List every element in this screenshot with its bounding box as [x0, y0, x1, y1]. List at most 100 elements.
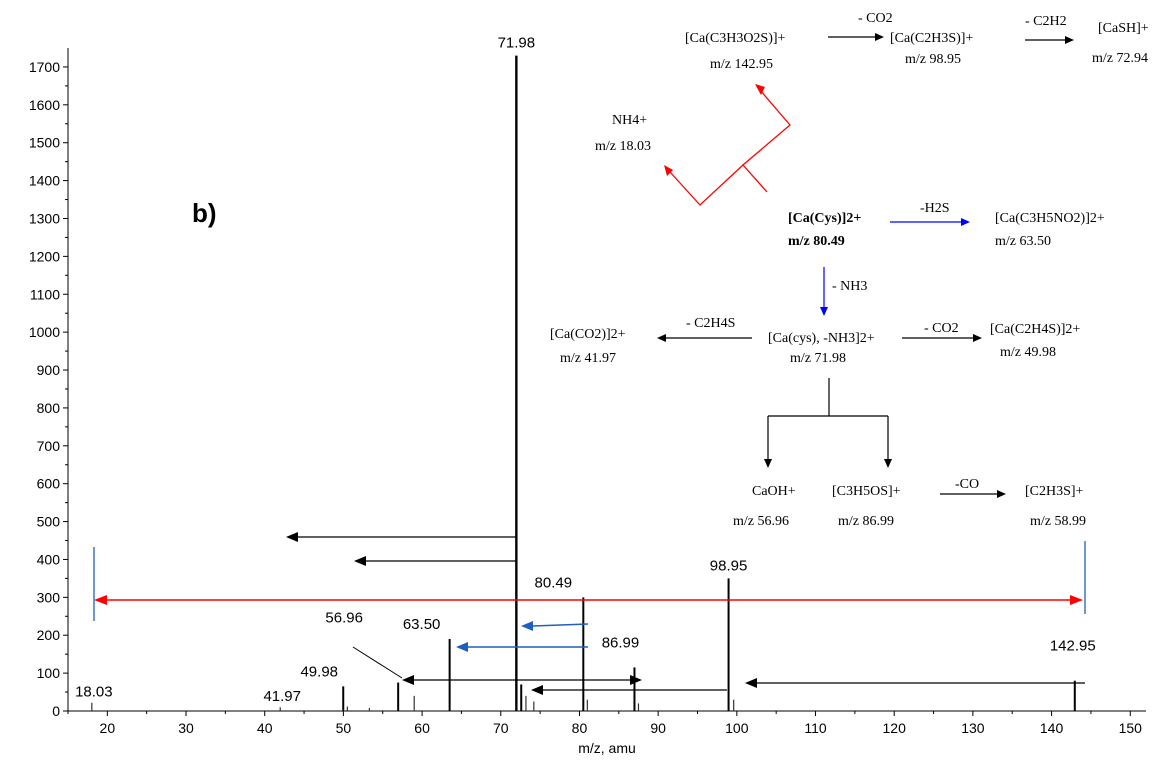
ion-63: [Ca(C3H5NO2)]2+ — [995, 211, 1105, 226]
ion-142: [Ca(C3H3O2S)]+ — [685, 31, 786, 46]
loss-co: -CO — [955, 477, 979, 492]
loss-nh3: - NH3 — [832, 279, 867, 294]
ion-72-94: [CaSH]+ — [1098, 21, 1149, 36]
mz-56: m/z 56.96 — [733, 514, 789, 529]
arrow-head — [764, 459, 772, 468]
mz-142: m/z 142.95 — [710, 57, 773, 72]
arrow-head — [755, 84, 765, 95]
ion-58: [C2H3S]+ — [1025, 484, 1084, 499]
arrow-head — [745, 678, 757, 688]
mz-41: m/z 41.97 — [560, 351, 616, 366]
peak-label: 80.49 — [535, 574, 573, 591]
y-tick-label: 1400 — [29, 173, 60, 189]
x-tick-label: 130 — [961, 720, 985, 736]
mz-86: m/z 86.99 — [838, 514, 894, 529]
peak-label: 49.98 — [300, 663, 338, 680]
arrow-head — [664, 165, 673, 176]
leader-56 — [352, 646, 403, 679]
peak-label: 86.99 — [602, 634, 640, 651]
y-tick-label: 1100 — [30, 286, 60, 302]
arrow-head — [1065, 36, 1074, 44]
y-tick-label: 1600 — [29, 97, 60, 113]
x-tick-label: 50 — [336, 720, 352, 736]
peak-label: 41.97 — [263, 688, 301, 705]
mz-98: m/z 98.95 — [905, 52, 961, 67]
x-tick-label: 80 — [572, 720, 588, 736]
y-tick-label: 800 — [37, 400, 61, 416]
x-tick-label: 20 — [100, 720, 116, 736]
ion-86: [C3H5OS]+ — [832, 484, 901, 499]
x-tick-label: 150 — [1119, 720, 1143, 736]
y-tick-label: 500 — [37, 514, 61, 530]
arrow-head — [531, 685, 543, 695]
spectrum-annotation-arrows — [93, 532, 1086, 695]
peak-label: 71.98 — [498, 35, 536, 52]
arrow-head — [402, 675, 414, 685]
blue-arrow-80-to-72 — [532, 623, 589, 627]
axes-layer: 0 100 200 300 400 500 600 700 800 900 1000 1100 1200… — [29, 48, 1146, 756]
x-tick-label: 30 — [178, 720, 194, 736]
y-tick-label: 1700 — [29, 59, 60, 75]
arrow-head — [630, 675, 642, 685]
x-tick-label: 140 — [1040, 720, 1064, 736]
loss-co2-mid: - CO2 — [924, 321, 959, 336]
arrow-head — [657, 334, 666, 342]
peak-label: 56.96 — [325, 610, 363, 627]
y-tick-label: 1200 — [29, 248, 60, 264]
y-tick-label: 1500 — [29, 135, 60, 151]
arrow-head — [820, 307, 828, 316]
x-tick-label: 100 — [725, 720, 749, 736]
ion-98: [Ca(C2H3S)]+ — [890, 31, 973, 46]
x-tick-label: 60 — [414, 720, 430, 736]
y-tick-label: 600 — [37, 476, 61, 492]
ion-nh4: NH4+ — [612, 113, 647, 128]
ion-41: [Ca(CO2)]2+ — [550, 327, 626, 342]
x-tick-label: 120 — [883, 720, 907, 736]
y-tick-label: 100 — [37, 665, 61, 681]
panel-label: b) — [192, 198, 217, 228]
y-tick-label: 900 — [37, 362, 61, 378]
peak-label: 98.95 — [710, 557, 748, 574]
peak-label: 18.03 — [75, 684, 113, 701]
arrow-head — [961, 218, 970, 226]
x-tick-label: 70 — [493, 720, 509, 736]
x-tick-label: 110 — [804, 720, 827, 736]
red-branch-up — [742, 89, 791, 193]
loss-c2h4s: - C2H4S — [686, 316, 735, 331]
arrow-head — [456, 642, 468, 652]
peak-labels-layer: 18.03 41.97 49.98 56.96 63.50 71.98 80.49 86.99… — [75, 35, 1096, 706]
arrow-head — [884, 459, 892, 468]
y-tick-label: 1300 — [29, 210, 60, 226]
arrow-head — [286, 532, 298, 542]
y-tick-label: 1000 — [29, 324, 60, 340]
ion-parent: [Ca(Cys)]2+ — [788, 211, 861, 226]
arrow-head — [997, 490, 1006, 498]
arrow-head — [973, 334, 982, 342]
mz-71: m/z 71.98 — [790, 351, 846, 366]
peak-label: 63.50 — [403, 616, 441, 633]
mz-49: m/z 49.98 — [1000, 345, 1056, 360]
x-axis-label: m/z, amu — [578, 740, 636, 756]
ion-49: [Ca(C2H4S)]2+ — [990, 322, 1080, 337]
y-tick-label: 300 — [37, 589, 61, 605]
y-tick-label: 200 — [37, 627, 61, 643]
mz-58: m/z 58.99 — [1030, 514, 1086, 529]
x-tick-label: 90 — [650, 720, 666, 736]
y-tick-label: 0 — [52, 703, 60, 719]
loss-c2h2: - C2H2 — [1025, 14, 1067, 29]
ion-71: [Ca(cys), -NH3]2+ — [768, 331, 875, 346]
x-tick-label: 40 — [257, 720, 273, 736]
y-tick-label: 700 — [37, 438, 61, 454]
arrow-head — [875, 33, 884, 41]
peaks-layer — [91, 55, 1076, 711]
ion-56: CaOH+ — [752, 484, 796, 499]
arrow-head — [354, 556, 366, 566]
mz-63: m/z 63.50 — [995, 234, 1051, 249]
arrow-head — [521, 621, 533, 631]
mz-parent: m/z 80.49 — [788, 234, 845, 249]
red-branch-left — [669, 164, 744, 206]
loss-co2-top: - CO2 — [858, 11, 893, 26]
mz-72-94: m/z 72.94 — [1092, 51, 1148, 66]
loss-h2s: -H2S — [920, 201, 950, 216]
fragmentation-scheme: [Ca(C3H3O2S)]+ m/z 142.95 - CO2 [Ca(C2H3… — [550, 11, 1149, 529]
